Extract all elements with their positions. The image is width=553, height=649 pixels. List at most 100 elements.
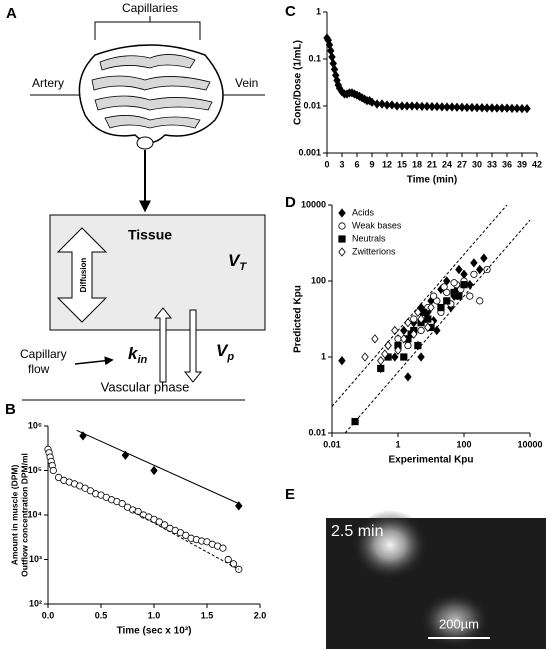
uptake-arrow	[153, 307, 173, 383]
y-tick-label: 10⁵	[28, 465, 42, 475]
x-tick-label: 12	[382, 159, 392, 169]
point	[404, 318, 412, 328]
y-tick-label: 10⁶	[28, 420, 42, 430]
y-tick-label: 0.001	[298, 147, 321, 157]
x-tick-label: 18	[412, 159, 422, 169]
panel-label: A	[6, 5, 17, 22]
x-tick-label: 24	[442, 159, 452, 169]
point	[440, 283, 448, 291]
legend-marker	[338, 235, 346, 243]
point	[455, 292, 463, 300]
y-axis-label: Predicted Kpu	[293, 285, 304, 353]
point	[427, 302, 435, 313]
point	[388, 100, 396, 110]
x-tick-label: 27	[457, 159, 467, 169]
point	[460, 281, 468, 289]
point	[473, 103, 481, 113]
panel-label: C	[285, 3, 296, 20]
point	[219, 544, 227, 552]
point	[182, 531, 190, 539]
point	[394, 345, 402, 355]
point	[391, 352, 399, 362]
point	[373, 99, 381, 109]
chart: B 0.0 0.5 1.0 1.5 2.0 10² 10³ 10⁴ 10⁵ 10⁶ Time (sec…	[5, 401, 266, 637]
point	[398, 101, 406, 111]
capillary-flow-label: flow	[28, 362, 50, 376]
fit-line	[344, 219, 531, 434]
point	[455, 264, 463, 275]
x-tick-label: 0.01	[323, 439, 341, 449]
point	[523, 103, 531, 114]
point	[428, 101, 436, 112]
point	[423, 101, 431, 112]
symbol: k	[128, 344, 139, 363]
point	[476, 297, 484, 305]
fluorescence	[352, 510, 428, 580]
point	[460, 269, 468, 279]
point	[483, 103, 491, 113]
x-tick-label: 36	[502, 159, 512, 169]
y-tick-label: 0.1	[308, 53, 321, 63]
point	[470, 270, 478, 278]
point	[404, 341, 412, 350]
x-tick-label: 0.5	[95, 610, 108, 620]
x-axis-label: Experimental Kpu	[388, 455, 473, 466]
x-tick-label: 1.5	[201, 610, 214, 620]
x-axis-label: Time (min)	[407, 175, 457, 186]
point	[400, 334, 408, 344]
point	[466, 292, 474, 300]
x-tick-label: 42	[532, 159, 542, 169]
point	[458, 102, 466, 112]
x-tick-label: 0.0	[42, 610, 55, 620]
vt-label: VT	[228, 251, 247, 272]
point	[508, 103, 516, 114]
y-tick-label: 10²	[29, 598, 42, 608]
legend-marker	[338, 247, 346, 257]
point	[161, 521, 169, 529]
efflux-arrow	[183, 309, 203, 383]
time-label: 2.5 min	[331, 523, 383, 540]
point	[480, 253, 488, 263]
point	[404, 372, 412, 382]
point	[453, 102, 461, 112]
point	[513, 103, 521, 114]
x-tick-label: 30	[472, 159, 482, 169]
subscript: p	[226, 351, 234, 363]
x-axis-label: Time (sec x 10³)	[117, 626, 192, 637]
diffusion-label: Diffusion	[79, 258, 88, 293]
point	[414, 341, 422, 350]
chart: C0 3 6 9 12 15 18 21 24 27 30 33 36 39 420.0010.010.11…	[285, 3, 542, 186]
point	[417, 326, 425, 335]
point	[417, 314, 425, 324]
capillaries-label: Capillaries	[122, 1, 178, 15]
symbol: V	[228, 251, 241, 270]
x-tick-label: 1.0	[148, 610, 161, 620]
symbol: V	[216, 341, 229, 360]
legend-label: Zwitterions	[352, 246, 396, 256]
point	[463, 102, 471, 113]
point	[400, 353, 408, 361]
point	[224, 555, 232, 564]
point	[229, 560, 238, 568]
point	[235, 501, 243, 511]
point	[450, 288, 458, 297]
point	[443, 102, 451, 112]
flow-arrow	[74, 356, 114, 366]
bracket	[94, 16, 201, 40]
x-tick-label: 0	[324, 159, 329, 169]
y-tick-label: 100	[311, 275, 326, 285]
diffusion-arrow	[56, 227, 108, 323]
tissue-label: Tissue	[128, 227, 172, 243]
point	[437, 303, 445, 312]
point	[391, 325, 399, 336]
subscript: in	[137, 354, 147, 366]
point	[438, 102, 446, 112]
x-tick-label: 9	[369, 159, 374, 169]
point	[417, 352, 425, 362]
point	[430, 292, 438, 300]
axes	[326, 12, 537, 154]
y-tick-label: 10³	[29, 554, 42, 564]
x-tick-label: 21	[427, 159, 437, 169]
fluorescence	[420, 592, 490, 648]
